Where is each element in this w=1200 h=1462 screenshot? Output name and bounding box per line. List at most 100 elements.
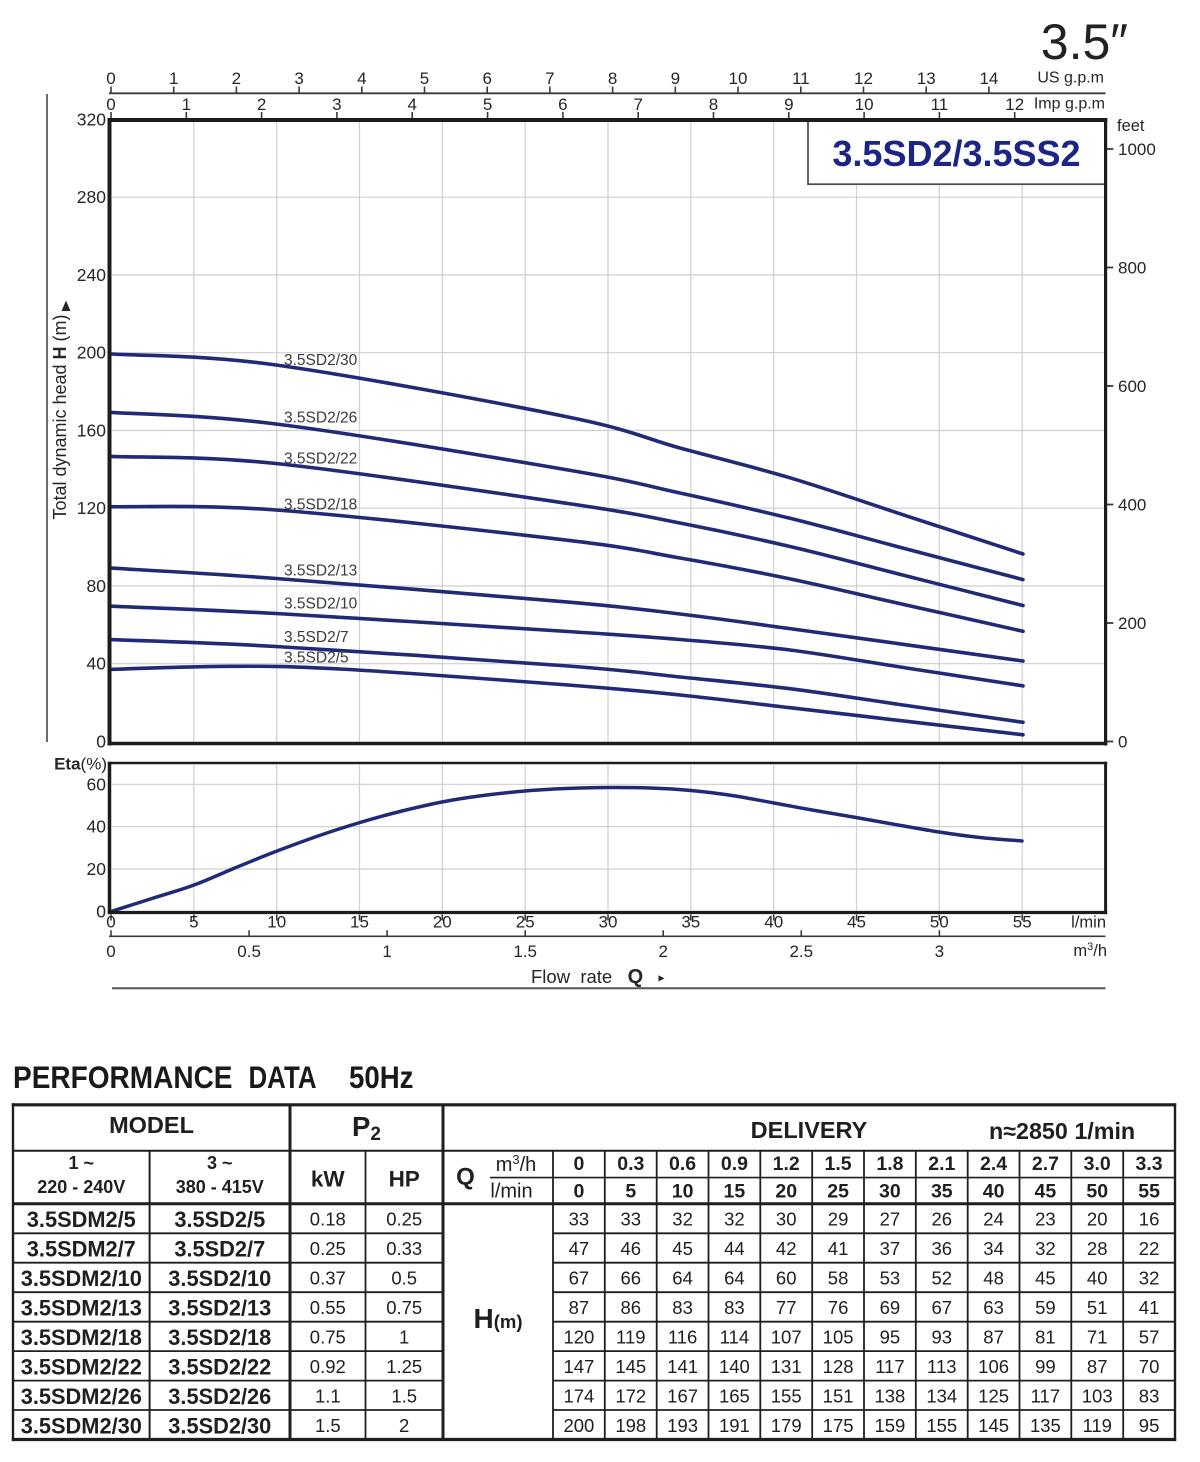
svg-text:3: 3 [294, 69, 303, 88]
svg-text:41: 41 [1139, 1297, 1160, 1318]
svg-text:0: 0 [96, 732, 106, 752]
svg-text:Q: Q [456, 1164, 475, 1191]
svg-text:41: 41 [828, 1238, 849, 1259]
svg-text:200: 200 [563, 1415, 594, 1436]
svg-text:32: 32 [1035, 1238, 1056, 1259]
svg-text:3.5SD2/5: 3.5SD2/5 [284, 649, 349, 666]
svg-text:80: 80 [87, 576, 107, 596]
svg-text:3.5SD2/22: 3.5SD2/22 [284, 451, 357, 468]
svg-text:37: 37 [880, 1238, 901, 1259]
svg-text:5: 5 [420, 69, 429, 88]
svg-text:HP: HP [389, 1167, 420, 1192]
svg-text:119: 119 [1082, 1415, 1112, 1436]
svg-text:42: 42 [776, 1238, 797, 1259]
svg-text:DELIVERY: DELIVERY [751, 1117, 868, 1143]
svg-text:14: 14 [979, 69, 998, 88]
svg-text:3.5SD2/30: 3.5SD2/30 [284, 352, 358, 369]
svg-text:40: 40 [87, 654, 107, 674]
svg-text:3: 3 [332, 95, 341, 114]
svg-text:151: 151 [823, 1385, 854, 1406]
svg-text:0.25: 0.25 [310, 1238, 346, 1259]
svg-text:feet: feet [1117, 117, 1145, 135]
svg-text:10: 10 [729, 69, 748, 88]
svg-text:200: 200 [77, 343, 106, 363]
svg-text:64: 64 [672, 1268, 693, 1289]
svg-text:0.55: 0.55 [310, 1297, 346, 1318]
svg-text:95: 95 [880, 1326, 901, 1347]
svg-text:175: 175 [823, 1415, 854, 1436]
svg-text:6: 6 [482, 69, 491, 88]
svg-text:33: 33 [569, 1209, 590, 1230]
svg-text:3.3: 3.3 [1136, 1153, 1163, 1175]
svg-text:87: 87 [1087, 1356, 1108, 1377]
svg-text:174: 174 [563, 1385, 594, 1406]
svg-text:70: 70 [1139, 1356, 1160, 1377]
svg-text:55: 55 [1138, 1181, 1160, 1203]
svg-text:22: 22 [1139, 1238, 1160, 1259]
svg-text:113: 113 [927, 1356, 957, 1377]
svg-text:3.5SDM2/30: 3.5SDM2/30 [21, 1413, 142, 1438]
svg-text:1.5: 1.5 [391, 1385, 417, 1406]
svg-text:23: 23 [1035, 1209, 1056, 1230]
svg-text:4: 4 [407, 95, 416, 114]
svg-text:120: 120 [77, 498, 106, 518]
svg-text:29: 29 [828, 1209, 849, 1230]
svg-text:3.5SDM2/5: 3.5SDM2/5 [27, 1207, 136, 1232]
svg-text:9: 9 [784, 95, 793, 114]
svg-text:0.25: 0.25 [386, 1209, 422, 1230]
svg-text:3.5SD2/7: 3.5SD2/7 [174, 1237, 265, 1262]
svg-text:3.5SDM2/22: 3.5SDM2/22 [21, 1354, 142, 1379]
svg-text:MODEL: MODEL [109, 1112, 194, 1138]
svg-text:US g.p.m: US g.p.m [1037, 70, 1104, 87]
svg-text:117: 117 [875, 1356, 905, 1377]
svg-text:47: 47 [569, 1238, 590, 1259]
svg-text:0: 0 [573, 1181, 584, 1203]
svg-text:400: 400 [1118, 496, 1146, 515]
svg-text:99: 99 [1035, 1356, 1056, 1377]
svg-text:145: 145 [978, 1415, 1009, 1436]
svg-text:83: 83 [672, 1297, 693, 1318]
svg-text:2: 2 [658, 942, 667, 961]
svg-text:11: 11 [931, 95, 949, 114]
svg-text:145: 145 [615, 1356, 646, 1377]
svg-text:2.1: 2.1 [928, 1153, 955, 1175]
svg-text:0.5: 0.5 [391, 1268, 417, 1289]
svg-text:60: 60 [87, 774, 107, 794]
svg-text:3.5SDM2/10: 3.5SDM2/10 [21, 1266, 142, 1291]
svg-text:30: 30 [776, 1209, 797, 1230]
svg-text:20: 20 [1087, 1209, 1108, 1230]
svg-text:0.9: 0.9 [721, 1153, 748, 1175]
svg-text:8: 8 [709, 95, 718, 114]
svg-text:3.5SD2/3.5SS2: 3.5SD2/3.5SS2 [832, 133, 1080, 174]
svg-text:800: 800 [1118, 259, 1146, 278]
svg-text:40: 40 [764, 913, 783, 932]
svg-text:87: 87 [569, 1297, 590, 1318]
svg-text:95: 95 [1139, 1415, 1160, 1436]
svg-text:0.3: 0.3 [617, 1153, 644, 1175]
svg-text:141: 141 [667, 1356, 698, 1377]
svg-text:3.5SDM2/18: 3.5SDM2/18 [21, 1325, 142, 1350]
svg-text:m3/h: m3/h [496, 1152, 537, 1176]
svg-text:59: 59 [1035, 1297, 1056, 1318]
svg-text:32: 32 [724, 1209, 745, 1230]
svg-text:45: 45 [1035, 1268, 1056, 1289]
svg-text:0: 0 [106, 69, 115, 88]
svg-text:165: 165 [719, 1385, 750, 1406]
svg-text:53: 53 [880, 1268, 901, 1289]
svg-text:15: 15 [724, 1181, 746, 1203]
svg-text:3.5SD2/18: 3.5SD2/18 [284, 497, 357, 514]
svg-text:116: 116 [668, 1326, 698, 1347]
svg-text:44: 44 [724, 1238, 745, 1259]
svg-text:1: 1 [182, 95, 191, 114]
svg-text:l/min: l/min [1071, 914, 1106, 932]
svg-text:32: 32 [1139, 1268, 1160, 1289]
svg-text:120: 120 [563, 1326, 594, 1347]
svg-text:155: 155 [926, 1415, 957, 1436]
svg-text:0: 0 [96, 901, 106, 921]
svg-text:34: 34 [983, 1238, 1004, 1259]
svg-text:l/min: l/min [490, 1181, 532, 1203]
svg-text:1000: 1000 [1118, 140, 1156, 159]
svg-text:0.5: 0.5 [237, 942, 261, 961]
svg-text:0: 0 [1118, 733, 1127, 752]
